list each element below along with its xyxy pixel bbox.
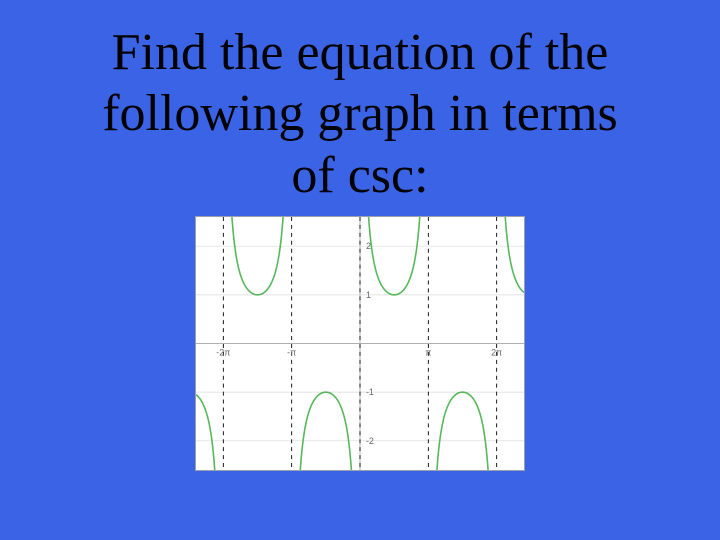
title-line-1: Find the equation of the: [40, 22, 680, 83]
svg-text:-π: -π: [287, 347, 296, 357]
title-line-2: following graph in terms: [40, 83, 680, 144]
svg-text:2: 2: [366, 241, 371, 251]
svg-text:π: π: [425, 347, 431, 357]
svg-text:-2: -2: [366, 436, 374, 446]
svg-text:-1: -1: [366, 387, 374, 397]
svg-text:2π: 2π: [491, 347, 502, 357]
svg-text:-2π: -2π: [216, 347, 230, 357]
slide-title: Find the equation of the following graph…: [40, 22, 680, 206]
csc-graph: -2π -π π 2π -2 -1 1 2: [195, 216, 525, 471]
title-line-3: of csc:: [40, 145, 680, 206]
svg-text:1: 1: [366, 290, 371, 300]
